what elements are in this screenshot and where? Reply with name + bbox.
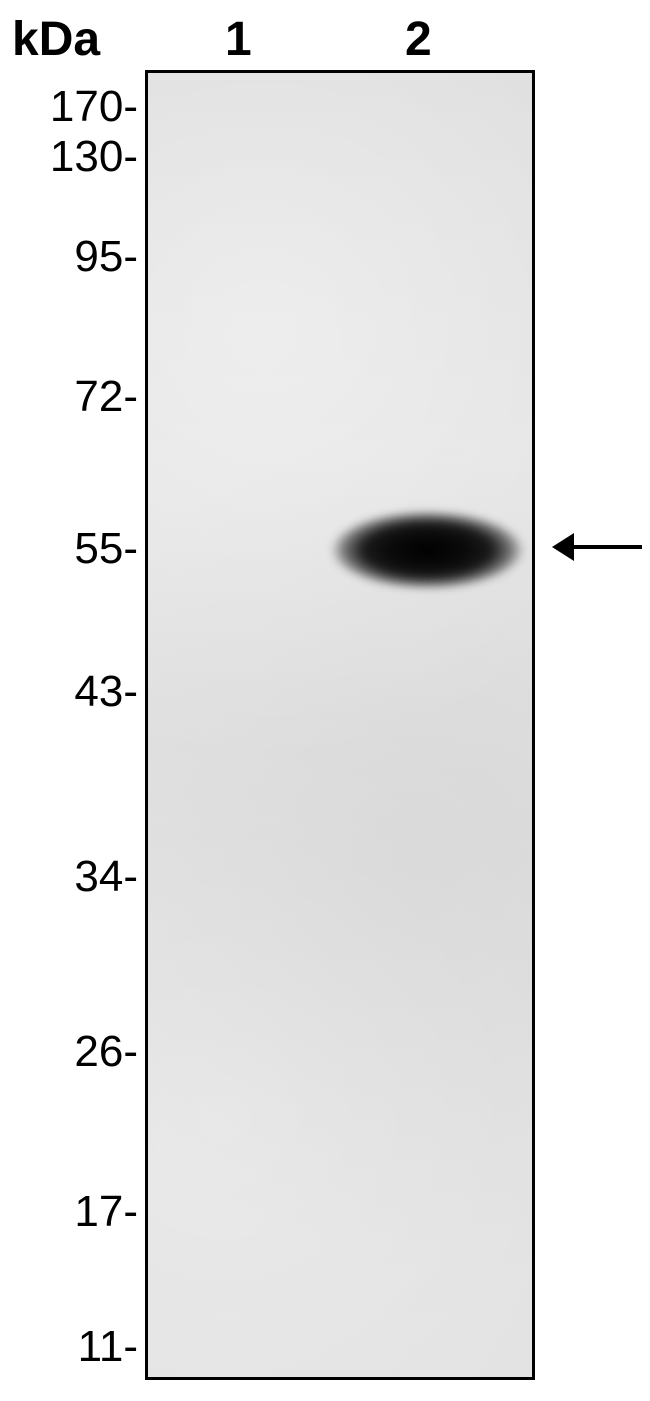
lane-label-1: 1 <box>225 12 252 67</box>
kda-unit-label: kDa <box>12 12 100 67</box>
band-arrow-head <box>552 533 574 561</box>
marker-34: 34- <box>74 852 138 902</box>
marker-170: 170- <box>50 82 138 132</box>
lane-label-2: 2 <box>405 12 432 67</box>
marker-72: 72- <box>74 372 138 422</box>
marker-11: 11- <box>78 1322 138 1372</box>
membrane-texture <box>148 73 532 1377</box>
blot-membrane <box>145 70 535 1380</box>
marker-17: 17- <box>74 1187 138 1237</box>
protein-band <box>330 510 525 590</box>
marker-43: 43- <box>74 667 138 717</box>
marker-130: 130- <box>50 132 138 182</box>
blot-figure: kDa 1 2 170- 130- 95- 72- 55- 43- 34- 26… <box>0 0 650 1401</box>
band-arrow-line <box>572 545 642 549</box>
marker-26: 26- <box>74 1027 138 1077</box>
marker-55: 55- <box>74 524 138 574</box>
marker-95: 95- <box>74 232 138 282</box>
